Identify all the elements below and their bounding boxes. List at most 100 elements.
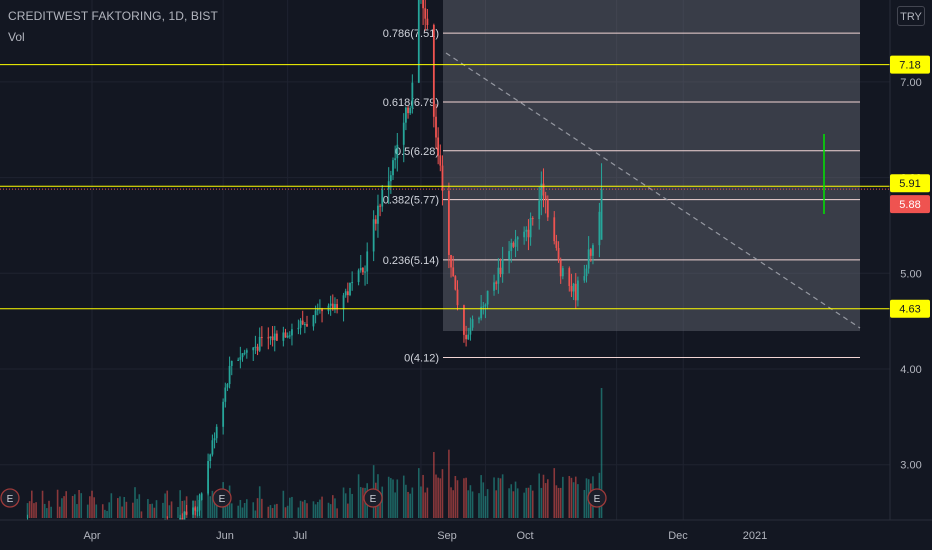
candle-body [222, 401, 225, 427]
candle-body [463, 305, 465, 335]
candle-body [583, 276, 586, 281]
earnings-label: E [594, 494, 601, 505]
volume-bar [379, 492, 381, 518]
volume-bar [61, 498, 63, 518]
volume-bar [183, 500, 186, 518]
volume-bar [149, 504, 151, 518]
candle-body [529, 217, 532, 238]
volume-bar [108, 502, 110, 518]
candle-body [312, 315, 315, 327]
volume-bar [441, 469, 444, 518]
candle-body [465, 334, 467, 340]
earnings-icon[interactable] [0, 488, 20, 508]
candle-body [422, 0, 424, 9]
candle-body [288, 335, 291, 337]
candle-body [185, 511, 188, 515]
candle-body [486, 290, 489, 305]
candle-body [245, 350, 248, 353]
volume-bar [106, 510, 108, 518]
candle-body [349, 282, 351, 296]
price-axis[interactable]: 8.007.006.005.004.003.002.007.185.915.88… [889, 0, 932, 550]
fibonacci-retracement-zone[interactable] [443, 0, 860, 331]
volume-bar [334, 498, 336, 518]
candle-body [267, 337, 270, 339]
candle-body [200, 493, 203, 500]
volume-bar [501, 474, 504, 518]
candle-body [553, 217, 556, 242]
candle-body [577, 280, 579, 301]
candle-body [314, 310, 317, 316]
volume-bar [422, 474, 424, 518]
fib-level-label: 0.618(6.79) [383, 97, 439, 109]
candle-body [321, 308, 323, 312]
volume-bar [538, 473, 540, 518]
candle-body [209, 454, 212, 462]
volume-bar [402, 475, 405, 518]
volume-bar [585, 478, 588, 518]
candle-body [284, 332, 287, 338]
volume-bar [46, 508, 48, 518]
candle-body [482, 306, 485, 308]
candle-body [342, 295, 345, 310]
candle-body [525, 229, 528, 232]
volume-bar [200, 493, 203, 518]
volume-bar [256, 498, 259, 518]
trend-line[interactable] [445, 52, 861, 329]
time-axis[interactable]: Apr Jun Jul Sep Oct Dec 2021 [0, 519, 932, 550]
time-axis-background [0, 520, 932, 550]
volume-bar [213, 500, 216, 518]
volume-bar [499, 478, 502, 518]
volume-bar [269, 505, 272, 518]
volume-bar [362, 487, 364, 518]
volume-bar [119, 496, 121, 518]
candle-body [546, 199, 549, 218]
volume-bar [86, 504, 89, 518]
horizontal-lines[interactable] [0, 64, 890, 310]
candle-body [359, 267, 362, 271]
volume-bar [390, 478, 392, 518]
candle-body [471, 319, 474, 328]
volume-bar [237, 505, 239, 518]
volume-bar [396, 479, 399, 518]
volume-bar [394, 492, 396, 518]
candle-body [213, 438, 216, 441]
candle-body [396, 144, 399, 159]
volume-bar [162, 502, 164, 518]
candle-body [407, 107, 409, 114]
earnings-label: E [219, 494, 226, 505]
candle-body [254, 346, 257, 348]
price-badge-label: 5.91 [899, 178, 920, 190]
candle-body [181, 517, 184, 520]
currency-button[interactable]: TRY [897, 6, 925, 26]
candle-body [301, 320, 304, 325]
candle-body [271, 336, 274, 341]
volume-bar [209, 496, 212, 518]
fib-level-label: 0.5(6.28) [395, 146, 439, 158]
volume-bar [450, 487, 452, 518]
volume-indicator-label[interactable]: Vol [8, 30, 25, 44]
volume-bar [31, 490, 33, 518]
volume-bar [529, 485, 532, 518]
candle-body [241, 353, 244, 358]
price-badge-label: 7.18 [899, 60, 920, 72]
volume-bar [289, 497, 291, 518]
volume-bar [349, 487, 351, 518]
volume-bar [273, 504, 276, 518]
earnings-icon[interactable] [212, 488, 232, 508]
earnings-icon[interactable] [363, 488, 383, 508]
volume-bar [486, 489, 489, 518]
volume-bar [58, 506, 61, 518]
candle-body [405, 107, 407, 123]
volume-bar [420, 486, 422, 518]
volume-bar [351, 493, 353, 518]
candle-body [316, 309, 319, 311]
volume-bar [426, 487, 429, 518]
candle-body [437, 137, 440, 156]
candle-body [392, 160, 394, 176]
time-axis-label: 2021 [743, 530, 767, 542]
candle-body [424, 8, 427, 19]
volume-bar [179, 490, 181, 518]
earnings-icon[interactable] [587, 488, 607, 508]
